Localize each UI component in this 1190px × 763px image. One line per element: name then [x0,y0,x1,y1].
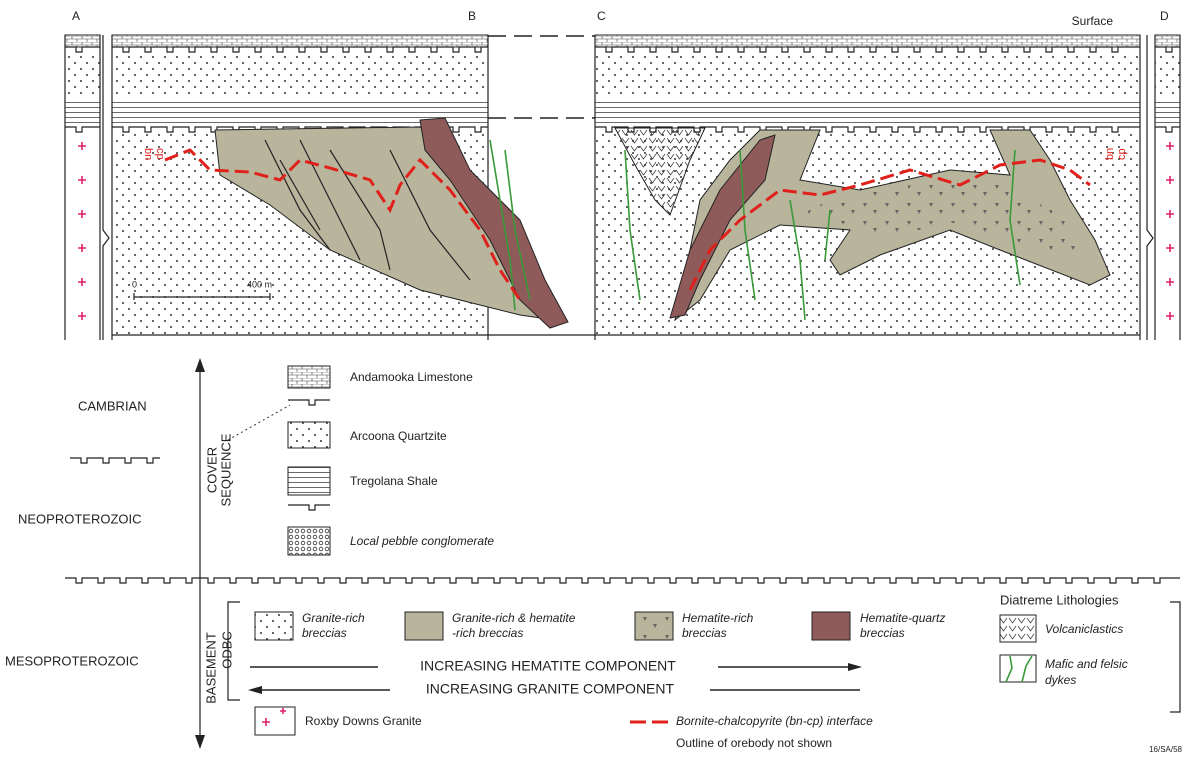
unconformity [288,400,330,405]
legend: CAMBRIAN NEOPROTEROZOIC MESOPROTEROZOIC … [5,358,1183,754]
age-label: MESOPROTEROZOIC [5,653,139,668]
swatch-mixed-breccia [405,612,443,640]
unconformity [1155,127,1180,132]
diagram: A B C D Surface 0 400 m bncp bncp CAMBRI… [0,0,1190,758]
interface-tag-line: bn [142,148,154,160]
legend-label: Tregolana Shale [350,474,438,488]
limestone [1155,35,1180,47]
swatch-quartzite [288,422,330,448]
legend-label: breccias [302,626,347,640]
limestone [595,35,1140,47]
limestone [65,35,100,47]
legend-label: Local pebble conglomerate [350,534,494,548]
age-label: CAMBRIAN [78,398,147,413]
arrow-label: INCREASING GRANITE COMPONENT [426,681,675,697]
swatch-limestone [288,366,330,388]
legend-note: Outline of orebody not shown [676,736,832,750]
legend-label: Bornite-chalcopyrite (bn-cp) interface [676,714,873,728]
age-label: NEOPROTEROZOIC [18,511,142,526]
unconformity [65,127,100,132]
scale-label: 0 [132,279,137,289]
legend-label: Hematite-quartz [860,611,945,625]
swatch-granite [255,707,295,735]
section-label: D [1160,9,1169,23]
swatch-shale [288,467,330,495]
legend-label: Hematite-rich [682,611,754,625]
arrow-label: INCREASING HEMATITE COMPONENT [420,658,676,674]
shale [1155,98,1180,126]
quartzite [112,54,488,96]
legend-label: Mafic and felsic [1045,657,1128,671]
unconformity [112,47,488,52]
legend-heading: Diatreme Lithologies [1000,592,1119,607]
legend-label: Volcaniclastics [1045,622,1123,636]
basement [65,134,100,334]
legend-label: Arcoona Quartzite [350,429,447,443]
quartzite [1155,54,1180,96]
quartzite [595,54,1140,96]
legend-label: Granite-rich & hematite [452,611,576,625]
section-label: B [468,9,476,23]
group-label: BASEMENT [203,632,218,704]
unconformity [288,505,330,510]
interface-tag-line: cp [1116,148,1128,160]
unconformity [70,458,160,463]
dotted-leader [228,405,290,440]
unconformity [1155,47,1180,52]
swatch-volcaniclastics [1000,615,1036,642]
unconformity [595,47,1140,52]
legend-label: dykes [1045,673,1076,687]
shale [65,98,100,126]
scale-label: 400 m [247,279,272,289]
group-line: COVER [204,447,219,493]
shale [595,98,1140,126]
interface-tag-line: bn [1104,148,1116,160]
legend-label: breccias [682,626,727,640]
legend-label: breccias [860,626,905,640]
group-line: SEQUENCE [218,433,233,506]
swatch-hematite-quartz [812,612,850,640]
surface-label: Surface [1072,14,1114,28]
unconformity [65,578,1180,583]
swatch-conglomerate [288,527,330,555]
legend-label: -rich breccias [452,626,523,640]
legend-label: Granite-rich [302,611,365,625]
swatch-granite-breccia [255,612,293,640]
group-label: ODBC [219,631,234,669]
interface-tag-line: cp [154,148,166,160]
legend-label: Andamooka Limestone [350,370,473,384]
arrow-head [248,686,262,694]
unconformity [65,47,100,52]
section-label: C [597,9,606,23]
cross-section [65,35,1180,340]
figure-id: 16/SA/58 [1149,745,1182,754]
arrow-head [848,663,862,671]
correlation-dash [488,36,595,118]
basement [1155,134,1180,334]
section-label: A [72,9,80,23]
bracket [1170,602,1180,712]
swatch-hematite-breccia [635,612,673,640]
legend-label: Roxby Downs Granite [305,714,422,728]
quartzite [65,54,100,96]
limestone [112,35,488,47]
